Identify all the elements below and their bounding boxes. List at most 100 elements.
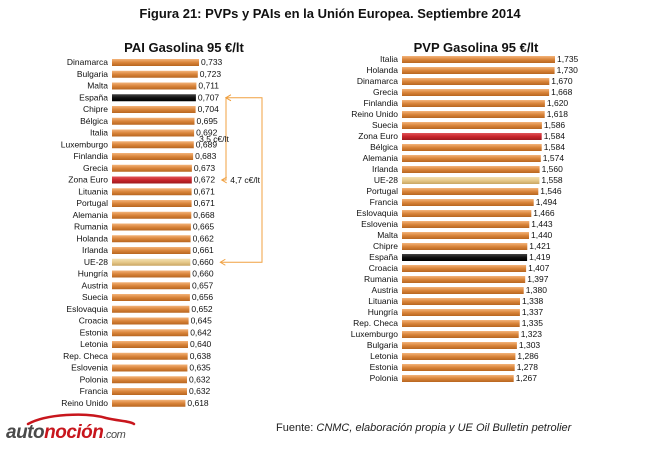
bar-malta xyxy=(402,232,529,239)
value-label-irlanda: 0,661 xyxy=(193,245,215,255)
value-label-rep-checa: 0,638 xyxy=(190,351,212,361)
bar-dinamarca xyxy=(402,78,550,85)
category-label-luxemburgo: Luxemburgo xyxy=(351,329,399,339)
value-label-croacia: 0,645 xyxy=(191,316,213,326)
bar-eslovenia xyxy=(112,364,188,372)
category-label-rumania: Rumania xyxy=(74,222,108,232)
category-label-espana: España xyxy=(79,92,108,102)
bar-malta xyxy=(112,82,197,90)
bar-holanda xyxy=(112,235,191,243)
category-label-alemania: Alemania xyxy=(73,210,109,220)
bar-espana xyxy=(402,254,528,261)
bar-reino-unido xyxy=(112,399,186,407)
category-label-chipre: Chipre xyxy=(83,104,108,114)
value-label-suecia: 1,586 xyxy=(544,120,566,130)
brand-part-com: .com xyxy=(103,429,126,441)
chart-stage: PAI Gasolina 95 €/lt Dinamarca 0,733 Bulgar… xyxy=(61,40,579,408)
bar-espana xyxy=(112,94,196,102)
value-label-ue-28: 1,558 xyxy=(541,175,563,185)
category-label-ue-28: UE-28 xyxy=(374,175,398,185)
category-label-estonia: Estonia xyxy=(370,362,399,372)
bar-austria xyxy=(402,287,524,294)
bar-letonia xyxy=(402,353,516,360)
value-label-dinamarca: 0,733 xyxy=(201,57,223,67)
bar-bulgaria xyxy=(112,70,198,78)
value-label-italia: 0,692 xyxy=(196,128,218,138)
value-label-estonia: 1,278 xyxy=(517,362,539,372)
bracket-2 xyxy=(219,94,263,266)
value-label-portugal: 1,546 xyxy=(540,186,562,196)
value-label-grecia: 1,668 xyxy=(551,87,573,97)
value-label-italia: 1,735 xyxy=(557,54,579,64)
value-label-polonia: 1,267 xyxy=(516,373,538,383)
value-label-luxemburgo: 0,689 xyxy=(196,139,218,149)
bar-portugal xyxy=(402,188,539,195)
value-label-reino-unido: 1,618 xyxy=(547,109,569,119)
bar-ue-28 xyxy=(402,177,540,184)
value-label-francia: 0,632 xyxy=(189,386,211,396)
pvp-chart: PVP Gasolina 95 €/lt Italia 1,735 Holanda 1,… xyxy=(351,40,579,383)
value-label-grecia: 0,673 xyxy=(194,163,216,173)
category-label-grecia: Grecia xyxy=(373,87,398,97)
category-label-polonia: Polonia xyxy=(370,373,399,383)
category-label-hungria: Hungría xyxy=(368,307,399,317)
value-label-lituania: 1,338 xyxy=(522,296,544,306)
value-label-eslovenia: 0,635 xyxy=(189,363,211,373)
brand-logo: autonoción.com xyxy=(6,412,166,446)
value-label-alemania: 0,668 xyxy=(193,210,215,220)
bar-luxemburgo xyxy=(112,141,194,149)
value-label-alemania: 1,574 xyxy=(543,153,565,163)
value-label-eslovenia: 1,443 xyxy=(531,219,553,229)
value-label-estonia: 0,642 xyxy=(190,327,212,337)
value-label-francia: 1,494 xyxy=(536,197,558,207)
category-label-alemania: Alemania xyxy=(363,153,399,163)
category-label-rumania: Rumania xyxy=(364,274,398,284)
category-label-zona-euro: Zona Euro xyxy=(68,175,108,185)
category-label-malta: Malta xyxy=(377,230,398,240)
bar-dinamarca xyxy=(112,59,199,66)
bar-irlanda xyxy=(112,247,191,254)
category-label-finlandia: Finlandia xyxy=(74,151,109,161)
bar-holanda xyxy=(402,67,555,74)
value-label-luxemburgo: 1,323 xyxy=(521,329,543,339)
bar-francia xyxy=(402,199,534,206)
bar-italia xyxy=(112,129,195,137)
annotation-label-1: 3,5 c€/lt xyxy=(199,134,229,144)
category-label-luxemburgo: Luxemburgo xyxy=(61,139,109,149)
category-label-croacia: Croacia xyxy=(79,316,109,326)
category-label-francia: Francia xyxy=(370,197,399,207)
value-label-reino-unido: 0,618 xyxy=(187,398,209,408)
bar-finlandia xyxy=(112,153,194,160)
category-label-belgica: Bélgica xyxy=(80,116,108,126)
chart-title: PAI Gasolina 95 €/lt xyxy=(124,40,244,55)
category-label-holanda: Holanda xyxy=(76,233,108,243)
bar-lituania xyxy=(112,188,192,196)
bar-lituania xyxy=(402,298,520,305)
value-label-malta: 0,711 xyxy=(198,81,219,91)
bar-rumania xyxy=(402,276,526,283)
category-label-dinamarca: Dinamarca xyxy=(357,76,398,86)
value-label-eslovaquia: 0,652 xyxy=(191,304,213,314)
bar-luxemburgo xyxy=(402,331,519,338)
bar-hungria xyxy=(402,309,520,316)
bar-francia xyxy=(112,388,187,395)
bar-estonia xyxy=(112,329,189,337)
category-label-ue-28: UE-28 xyxy=(84,257,108,267)
value-label-polonia: 0,632 xyxy=(189,374,211,384)
bar-alemania xyxy=(402,155,541,162)
bar-eslovaquia xyxy=(112,305,190,313)
category-label-croacia: Croacia xyxy=(369,263,399,273)
value-label-letonia: 1,286 xyxy=(517,351,539,361)
brand-wordmark: autonoción.com xyxy=(6,422,126,444)
bar-suecia xyxy=(112,294,190,301)
value-label-rep-checa: 1,335 xyxy=(522,318,544,328)
bar-eslovenia xyxy=(402,221,530,228)
category-label-espana: España xyxy=(369,252,398,262)
category-label-lituania: Lituania xyxy=(78,186,108,196)
bar-rep-checa xyxy=(402,320,520,327)
category-label-austria: Austria xyxy=(372,285,399,295)
bar-eslovaquia xyxy=(402,210,532,217)
bar-austria xyxy=(112,282,190,290)
category-label-bulgaria: Bulgaria xyxy=(77,69,108,79)
category-label-francia: Francia xyxy=(80,386,109,396)
